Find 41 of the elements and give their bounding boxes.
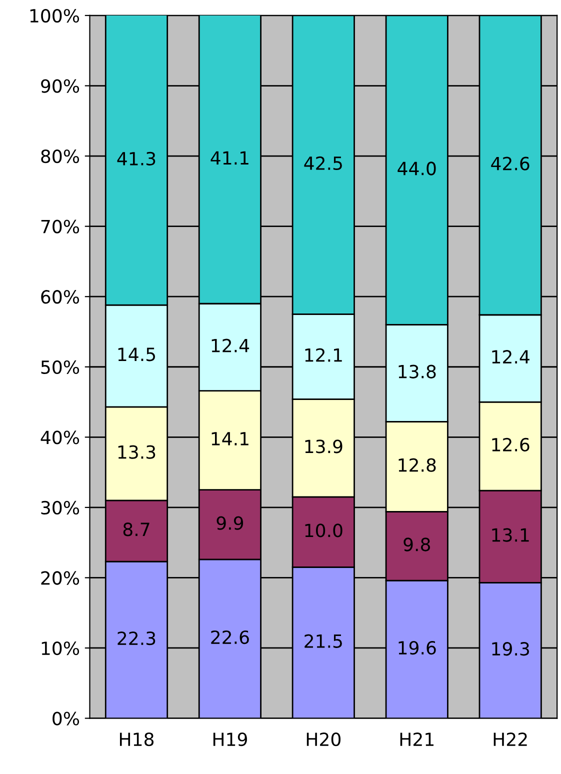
data-label: 19.3 [492,642,529,656]
data-label: 13.3 [118,445,156,459]
y-tick-label: 80% [41,149,80,164]
y-tick-label: 70% [41,220,80,234]
data-label: 41.1 [210,151,248,165]
data-label: 12.4 [492,350,530,364]
data-label: 44.0 [398,162,436,176]
x-tick-label: H19 [213,732,247,746]
y-tick-label: 100% [30,8,80,23]
data-label: 9.9 [216,516,244,530]
data-label: 41.3 [117,152,156,166]
data-label: 8.7 [123,522,150,536]
data-label: 10.0 [305,524,342,538]
y-tick-label: 10% [42,641,80,656]
data-label: 13.9 [305,440,342,454]
y-tick-label: 30% [41,500,80,515]
y-tick-label: 0% [52,712,80,726]
x-tick-label: H21 [400,732,434,746]
data-label: 13.1 [492,528,529,542]
data-label: 22.6 [211,630,249,644]
y-tick-label: 60% [41,290,80,304]
y-tick-label: 20% [41,571,80,585]
data-label: 21.5 [304,634,342,648]
data-label: 12.4 [212,338,250,352]
x-tick-label: H18 [120,732,154,746]
data-label: 13.8 [398,364,436,378]
y-tick-label: 50% [41,360,80,374]
data-label: 19.6 [398,640,436,655]
data-label: 14.5 [118,348,156,362]
data-label: 14.1 [212,432,248,446]
data-label: 42.6 [491,156,530,170]
data-label: 9.8 [404,538,430,552]
data-label: 12.6 [492,438,530,452]
y-tick-label: 40% [40,430,80,444]
data-label: 42.5 [304,156,342,170]
data-label: 12.1 [305,348,342,362]
x-tick-label: H22 [494,732,527,746]
x-tick-label: H20 [306,732,340,746]
data-label: 22.3 [118,631,156,646]
y-tick-label: 90% [41,79,80,93]
data-label: 12.8 [398,458,436,472]
